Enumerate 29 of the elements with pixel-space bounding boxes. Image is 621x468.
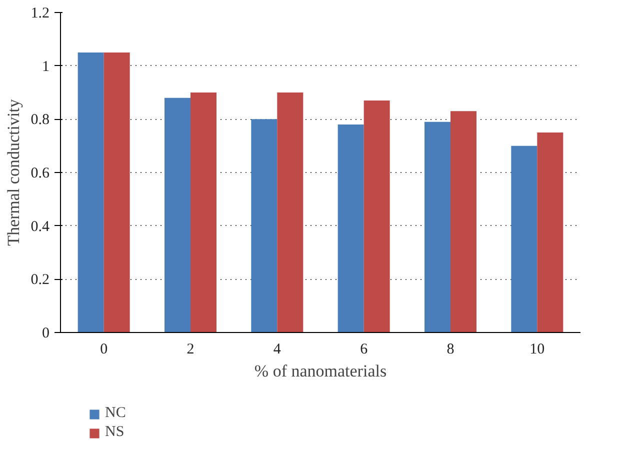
y-tick-label: 1.2 [30, 6, 50, 22]
bar [364, 100, 390, 332]
bar [450, 111, 476, 332]
bar [104, 52, 130, 332]
y-tick-label: 0.4 [30, 218, 50, 235]
y-axis-title: Thermal conductivity [4, 98, 23, 246]
bar [277, 92, 304, 332]
y-tick-label: 0 [42, 326, 50, 342]
bar [164, 98, 190, 332]
bar [78, 52, 104, 332]
bar [251, 119, 278, 332]
legend-label: NS [105, 424, 125, 441]
bar [511, 146, 538, 332]
x-tick-label: 4 [273, 342, 282, 358]
bar [190, 92, 216, 332]
x-tick-label: 10 [530, 342, 545, 358]
legend-label: NC [105, 405, 126, 422]
x-tick-label: 6 [360, 342, 368, 358]
y-tick-label: 0.6 [30, 166, 50, 182]
x-tick-label: 8 [446, 342, 454, 358]
x-tick-label: 2 [186, 342, 194, 358]
x-tick-label: 0 [100, 342, 108, 358]
y-tick-label: 0.8 [30, 112, 50, 128]
y-tick-label: 0.2 [30, 272, 50, 288]
bar [537, 132, 564, 332]
x-axis-title: % of nanomaterials [254, 362, 387, 380]
bar [424, 122, 450, 332]
y-tick-label: 1 [42, 58, 50, 75]
bar [338, 124, 364, 332]
